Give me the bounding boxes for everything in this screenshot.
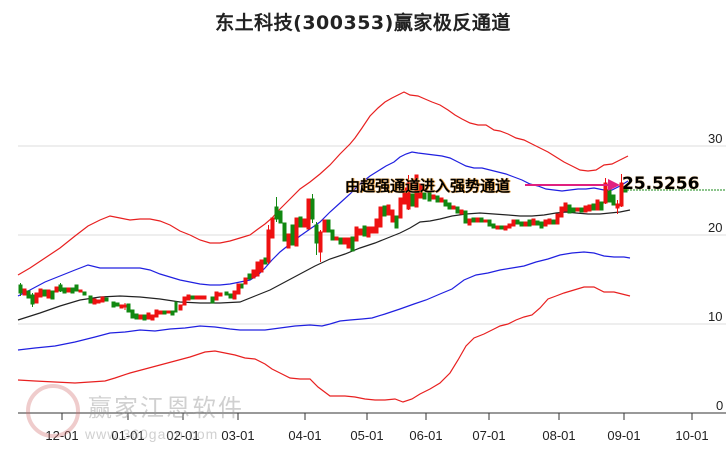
y-tick-20: 20 [708, 220, 723, 235]
x-tick-label: 09-01 [607, 428, 641, 443]
x-tick-label: 08-01 [542, 428, 576, 443]
candlesticks [18, 174, 628, 321]
x-tick-label: 10-01 [675, 428, 709, 443]
x-tick-label: 04-01 [288, 428, 322, 443]
upper-outer-band [17, 91, 629, 276]
annotation-arrow [525, 179, 620, 191]
y-tick-0: 0 [716, 398, 724, 413]
gridlines [18, 145, 726, 325]
y-tick-10: 10 [708, 309, 723, 324]
x-tick-label: 07-01 [472, 428, 506, 443]
lower-outer-band [17, 286, 631, 403]
channel-annotation: 由超强通道进入强势通道 [345, 177, 511, 195]
middle-line [17, 209, 631, 321]
y-tick-30: 30 [708, 131, 723, 146]
x-tick-label: 06-01 [409, 428, 443, 443]
chart-title: 东土科技(300353)赢家极反通道 [215, 12, 511, 34]
watermark-brand: 赢家江恩软件 [88, 394, 244, 422]
x-tick-label: 02-01 [166, 428, 200, 443]
lower-inner-band [17, 251, 631, 351]
x-tick-label: 01-01 [111, 428, 145, 443]
x-tick-label: 03-01 [221, 428, 255, 443]
watermark-logo-icon [26, 384, 80, 438]
x-axis [18, 412, 726, 420]
watermark-url: www.360gann.com [85, 426, 219, 442]
last-value-label: 25.5256 [622, 174, 700, 194]
x-tick-label: 05-01 [350, 428, 384, 443]
